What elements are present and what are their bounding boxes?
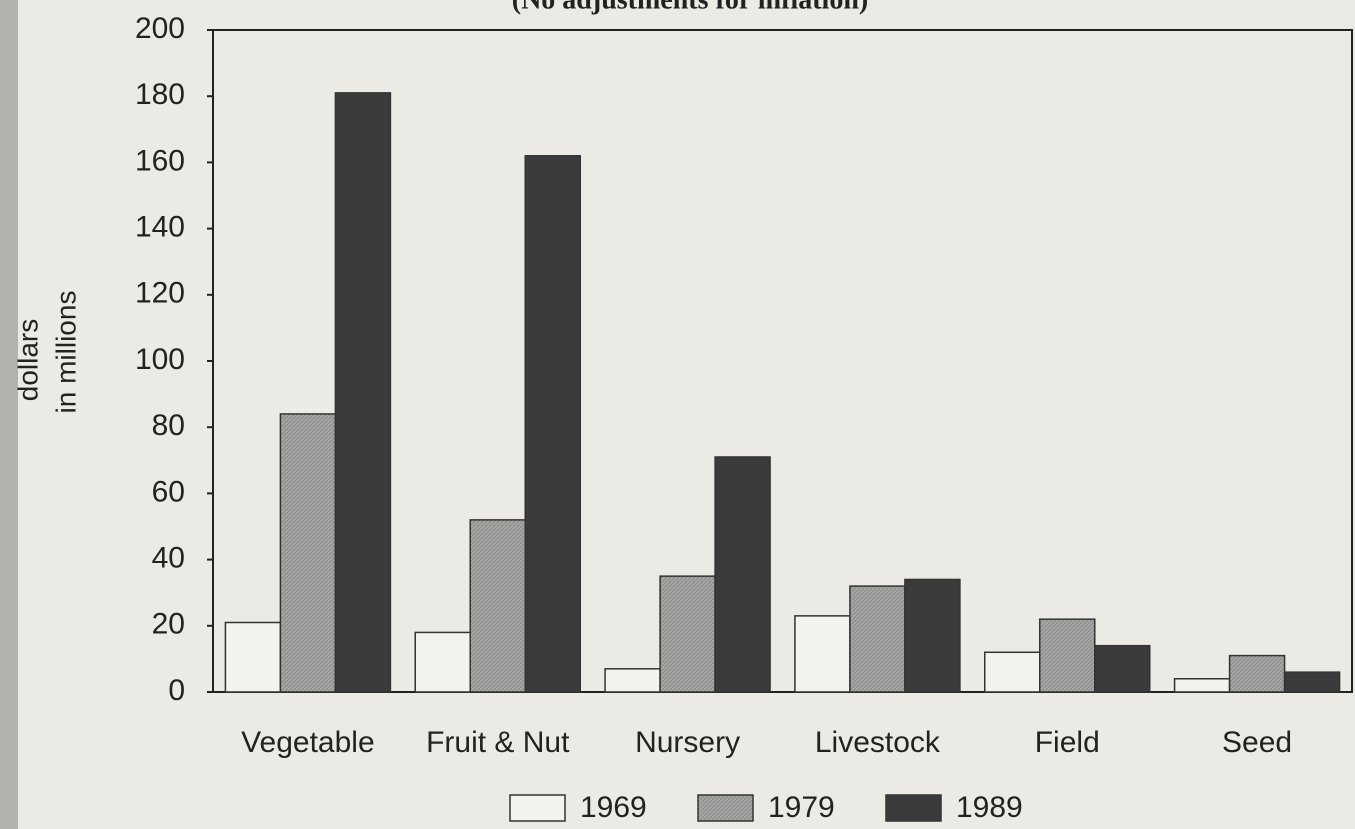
bar: [1283, 671, 1341, 693]
bar: [1094, 644, 1151, 693]
x-tick-label: Seed: [1222, 726, 1292, 759]
bar: [1228, 654, 1286, 693]
bar: [604, 668, 661, 693]
x-tick-label: Livestock: [815, 726, 941, 759]
bar: [849, 585, 906, 693]
bar: [524, 155, 581, 693]
bar: [1039, 618, 1096, 693]
x-tick-label: Fruit & Nut: [426, 726, 570, 759]
y-tick-label: 120: [135, 277, 185, 310]
y-tick-label: 0: [168, 674, 185, 707]
bar: [469, 519, 526, 693]
chart-subtitle: (No adjustments for inflation): [512, 0, 868, 15]
bar: [334, 92, 392, 693]
y-tick-label: 60: [152, 475, 185, 508]
y-tick-label: 100: [135, 343, 185, 376]
y-axis-label: in millions: [50, 291, 81, 414]
bar: [414, 631, 471, 693]
x-tick-label: Field: [1035, 726, 1100, 759]
y-tick-label: 80: [152, 409, 185, 442]
x-tick-label: Vegetable: [241, 726, 374, 759]
y-tick-label: 180: [135, 78, 185, 111]
bar: [659, 575, 716, 693]
y-tick-label: 40: [152, 542, 185, 575]
bar: [279, 413, 337, 693]
legend-label: 1969: [580, 791, 647, 824]
legend-swatch: [885, 794, 942, 822]
y-axis-label: dollars: [12, 319, 43, 401]
bar: [904, 578, 961, 693]
legend-swatch: [697, 794, 754, 822]
bar: [1173, 678, 1231, 693]
legend-label: 1989: [956, 791, 1023, 824]
bar: [794, 615, 851, 693]
y-tick-label: 20: [152, 608, 185, 641]
binding-strip: [0, 0, 18, 829]
x-tick-label: Nursery: [635, 726, 740, 759]
bar: [224, 621, 282, 693]
bar: [984, 651, 1041, 693]
legend-label: 1979: [768, 791, 835, 824]
y-tick-label: 200: [135, 12, 185, 45]
y-tick-label: 160: [135, 144, 185, 177]
y-tick-label: 140: [135, 211, 185, 244]
legend-swatch: [509, 794, 566, 822]
bar: [714, 456, 771, 693]
